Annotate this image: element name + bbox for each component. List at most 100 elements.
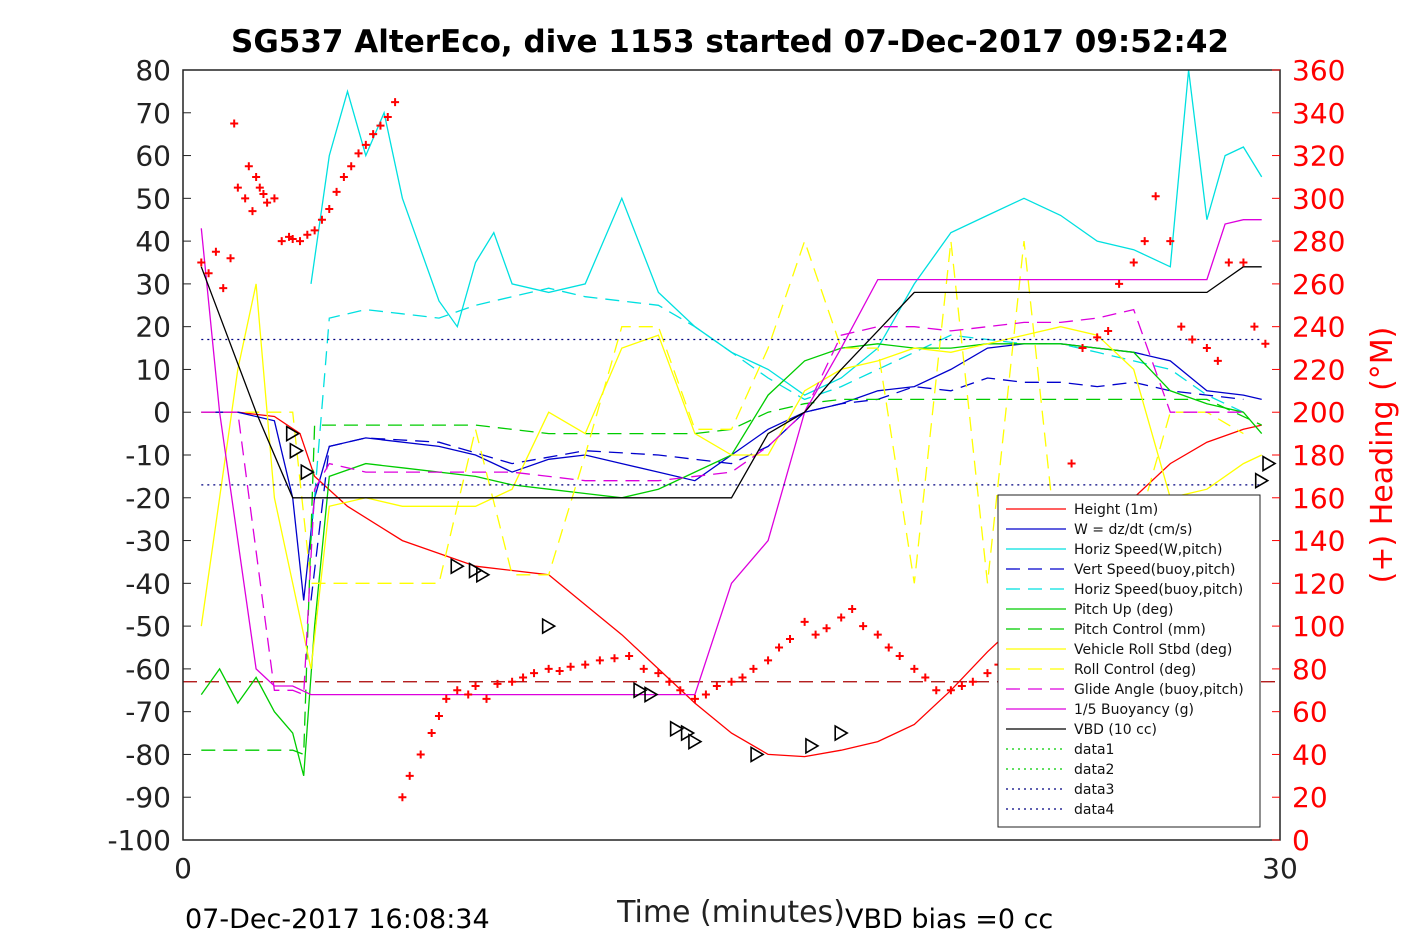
- triangle-marker: [633, 681, 648, 699]
- series-line-10: [200, 219, 1262, 696]
- chart-title: SG537 AlterEco, dive 1153 started 07-Dec…: [231, 24, 1229, 60]
- y-right-tick-label: 340: [1292, 97, 1345, 130]
- triangle-marker: [285, 425, 301, 443]
- y-right-tick-label: 20: [1292, 781, 1328, 814]
- y-right-tick-label: 100: [1292, 610, 1345, 643]
- y-right-tick-label: 300: [1292, 182, 1345, 215]
- heading-point: [555, 667, 564, 676]
- y-left-tick-label: -60: [125, 653, 171, 686]
- y-left-tick-label: 10: [135, 353, 171, 386]
- heading-point: [233, 183, 242, 192]
- heading-point: [226, 254, 235, 263]
- legend-entry: W = dz/dt (cm/s): [1074, 522, 1193, 538]
- heading-point: [727, 677, 736, 686]
- heading-point: [1239, 258, 1248, 267]
- legend-entry: Horiz Speed(buoy,pitch): [1074, 582, 1243, 598]
- heading-point: [416, 750, 425, 759]
- heading-point: [325, 205, 334, 214]
- heading-point: [581, 660, 590, 669]
- triangle-marker: [300, 463, 315, 481]
- heading-point: [946, 686, 955, 695]
- heading-point: [270, 194, 279, 203]
- y-left-tick-label: 70: [135, 97, 171, 130]
- heading-point: [519, 673, 528, 682]
- y-left-tick-label: -100: [107, 824, 171, 857]
- heading-point: [968, 677, 977, 686]
- heading-point: [255, 183, 264, 192]
- heading-point: [639, 664, 648, 673]
- triangle-marker: [688, 733, 703, 751]
- heading-point: [197, 258, 206, 267]
- y-left-tick-label: -80: [125, 738, 171, 771]
- heading-point: [376, 121, 385, 130]
- heading-point: [895, 652, 904, 661]
- heading-point: [310, 226, 319, 235]
- heading-point: [859, 622, 868, 631]
- y-right-tick-label: 220: [1292, 353, 1345, 386]
- heading-point: [241, 194, 250, 203]
- footer-timestamp: 07-Dec-2017 16:08:34: [185, 904, 490, 935]
- heading-point: [910, 664, 919, 673]
- legend-entry: VBD (10 cc): [1074, 722, 1157, 738]
- heading-point: [471, 682, 480, 690]
- series-line-5: [200, 343, 1263, 776]
- heading-point: [398, 793, 407, 802]
- y-right-tick-label: 60: [1292, 696, 1328, 729]
- heading-point: [749, 664, 758, 673]
- y-left-tick-label: -70: [125, 696, 171, 729]
- series-line-4: [310, 287, 1244, 541]
- heading-point: [464, 690, 473, 699]
- heading-point: [873, 630, 882, 639]
- y-right-tick-label: 140: [1292, 525, 1345, 558]
- heading-point: [211, 247, 220, 256]
- series-line-9: [201, 308, 1244, 696]
- heading-point: [1078, 344, 1087, 353]
- heading-point: [1188, 335, 1197, 344]
- heading-point: [1093, 333, 1102, 342]
- heading-point: [347, 162, 356, 171]
- y-right-tick-label: 320: [1292, 140, 1345, 173]
- y-left-tick-label: -10: [125, 439, 171, 472]
- heading-point: [1213, 356, 1222, 365]
- legend-entry: data4: [1074, 802, 1115, 818]
- heading-point: [354, 149, 363, 158]
- heading-point: [277, 237, 286, 246]
- y-right-tick-label: 360: [1292, 54, 1345, 87]
- heading-point: [434, 711, 443, 720]
- heading-point: [361, 140, 370, 149]
- triangle-marker: [669, 720, 685, 738]
- heading-point: [369, 130, 378, 139]
- heading-point: [1261, 339, 1270, 348]
- legend-entry: 1/5 Buoyancy (g): [1074, 702, 1194, 718]
- triangle-marker: [834, 724, 849, 742]
- y-left-tick-label: -40: [125, 567, 171, 600]
- heading-point: [391, 98, 400, 107]
- heading-point: [775, 643, 784, 652]
- legend: Height (1m) W = dz/dt (cm/s) Horiz Speed(W…: [997, 494, 1261, 828]
- heading-point: [1177, 322, 1186, 331]
- legend-entry: Vert Speed(buoy,pitch): [1074, 562, 1236, 578]
- y-axis-right-label: (+) Heading (°M): [1365, 327, 1400, 584]
- legend-box: [997, 494, 1261, 828]
- heading-point: [230, 119, 239, 128]
- legend-entry: Pitch Up (deg): [1074, 602, 1173, 618]
- heading-point: [676, 686, 685, 695]
- heading-point: [1067, 459, 1076, 468]
- triangle-marker: [750, 746, 765, 763]
- y-left-tick-label: 20: [135, 311, 171, 344]
- triangle-marker: [1254, 472, 1270, 490]
- heading-point: [259, 190, 268, 199]
- legend-entry: Height (1m): [1074, 502, 1158, 518]
- heading-point: [296, 237, 305, 246]
- heading-point: [1140, 237, 1149, 246]
- heading-point: [610, 654, 619, 663]
- triangle-marker: [541, 617, 557, 635]
- heading-point: [701, 690, 710, 699]
- heading-point: [248, 207, 257, 216]
- legend-entry: Roll Control (deg): [1074, 662, 1196, 678]
- heading-point: [303, 230, 312, 239]
- y-left-tick-label: 30: [135, 268, 171, 301]
- heading-point: [244, 162, 253, 171]
- series-line-11: [200, 266, 1262, 499]
- heading-point: [983, 669, 992, 678]
